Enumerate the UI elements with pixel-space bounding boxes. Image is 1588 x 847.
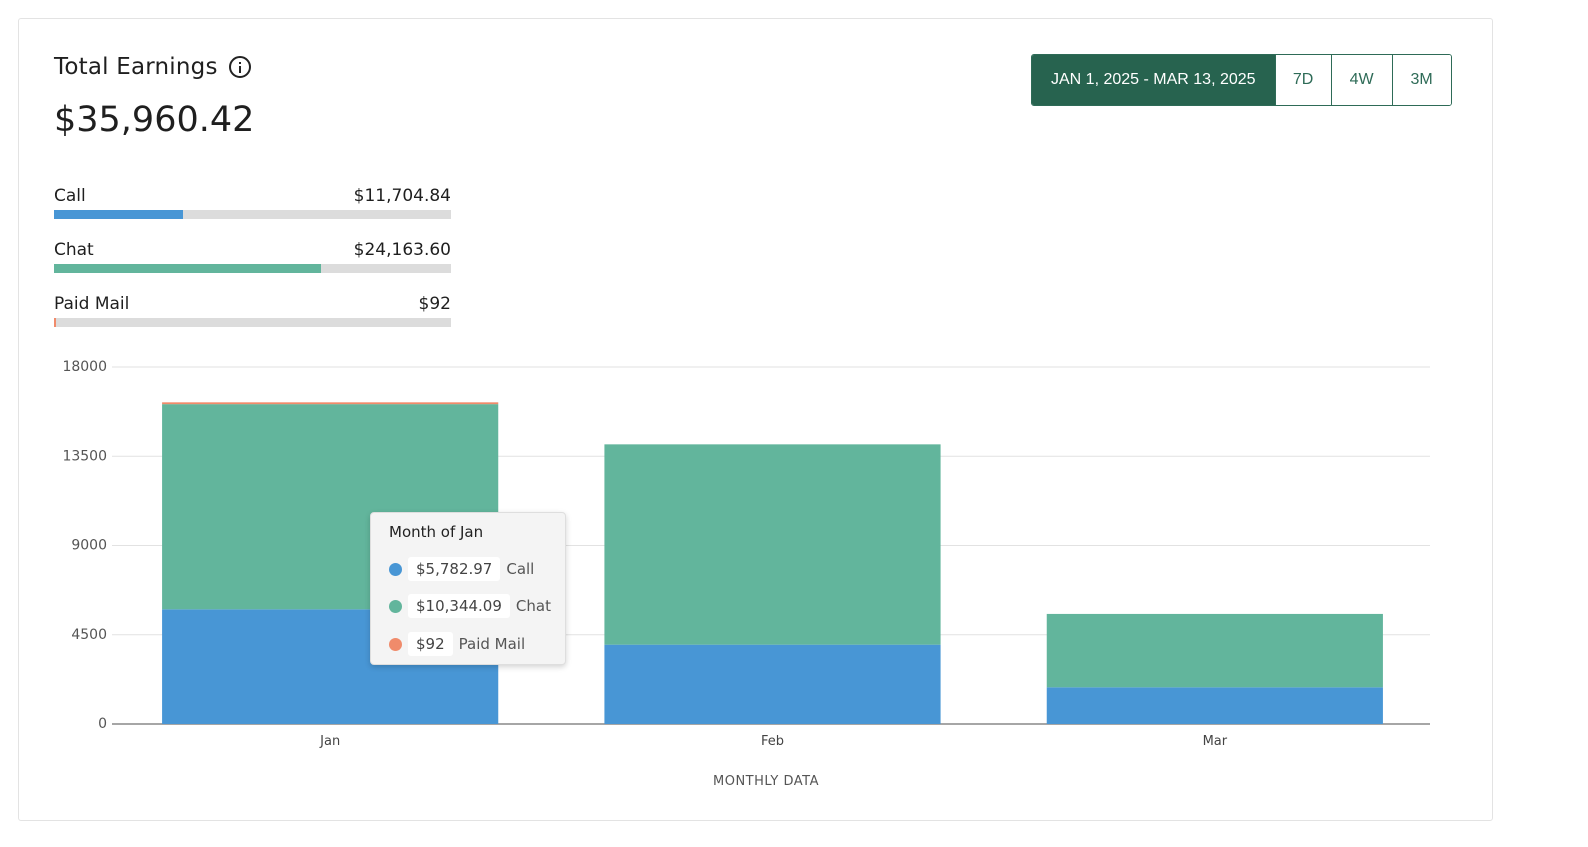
label-layer: 0 4500 9000 13500 18000 Jan Feb Mar MONTHLY DATA <box>62 359 1227 789</box>
progress-track <box>54 264 451 273</box>
x-tick-label: Jan <box>319 734 340 749</box>
title-row: Total Earnings <box>54 54 251 80</box>
page-title: Total Earnings <box>54 54 218 80</box>
breakdown-chat: Chat $24,163.60 <box>54 238 451 292</box>
breakdown-value: $11,704.84 <box>353 186 451 206</box>
bar-jan-paid-mail[interactable] <box>162 402 499 405</box>
progress-fill <box>54 318 56 327</box>
range-3m-button[interactable]: 3M <box>1391 55 1451 105</box>
breakdown-label: Call <box>54 186 86 206</box>
y-tick-label: 18000 <box>62 359 107 375</box>
bar-layer <box>162 402 1383 724</box>
tooltip-label: Chat <box>515 597 551 615</box>
paid-mail-dot-icon <box>389 637 402 651</box>
range-7d-button[interactable]: 7D <box>1274 55 1331 105</box>
progress-track <box>54 318 451 327</box>
tooltip-label: Paid Mail <box>458 635 526 653</box>
breakdown-label: Chat <box>54 240 94 260</box>
x-tick-label: Mar <box>1203 734 1228 749</box>
y-tick-label: 0 <box>98 716 107 732</box>
call-dot-icon <box>389 562 402 576</box>
chat-dot-icon <box>389 599 402 613</box>
tooltip-value: $10,344.09 <box>408 594 510 618</box>
tooltip-title: Month of Jan <box>389 523 484 541</box>
breakdown-label: Paid Mail <box>54 294 130 314</box>
chart-tooltip: Month of Jan $5,782.97 Call $10,344.09 C… <box>370 512 566 665</box>
progress-fill <box>54 264 321 273</box>
x-axis-title: MONTHLY DATA <box>713 774 819 789</box>
date-range-button[interactable]: JAN 1, 2025 - MAR 13, 2025 <box>1032 55 1275 105</box>
earnings-breakdown: Call $11,704.84 Chat $24,163.60 Paid Mai… <box>54 184 451 346</box>
tooltip-row-chat: $10,344.09 Chat <box>389 594 551 618</box>
total-earnings-value: $35,960.42 <box>54 100 255 140</box>
x-tick-label: Feb <box>761 734 784 749</box>
date-range-selector: JAN 1, 2025 - MAR 13, 2025 7D 4W 3M <box>1031 54 1452 106</box>
tooltip-row-paid-mail: $92 Paid Mail <box>389 632 525 656</box>
range-4w-button[interactable]: 4W <box>1330 55 1392 105</box>
y-tick-label: 13500 <box>62 448 107 464</box>
breakdown-paid-mail: Paid Mail $92 <box>54 292 451 346</box>
tooltip-label: Call <box>506 560 535 578</box>
bar-mar-chat[interactable] <box>1046 613 1383 688</box>
breakdown-value: $24,163.60 <box>353 240 451 260</box>
y-tick-label: 9000 <box>71 538 107 554</box>
breakdown-call: Call $11,704.84 <box>54 184 451 238</box>
tooltip-value: $92 <box>408 632 453 656</box>
progress-track <box>54 210 451 219</box>
bar-feb-chat[interactable] <box>604 444 941 645</box>
tooltip-row-call: $5,782.97 Call <box>389 557 534 581</box>
breakdown-value: $92 <box>418 294 451 314</box>
bar-mar-call[interactable] <box>1046 687 1383 724</box>
tooltip-value: $5,782.97 <box>408 557 501 581</box>
y-tick-label: 4500 <box>71 627 107 643</box>
progress-fill <box>54 210 184 219</box>
info-icon[interactable] <box>228 56 251 78</box>
bar-feb-call[interactable] <box>604 644 941 724</box>
